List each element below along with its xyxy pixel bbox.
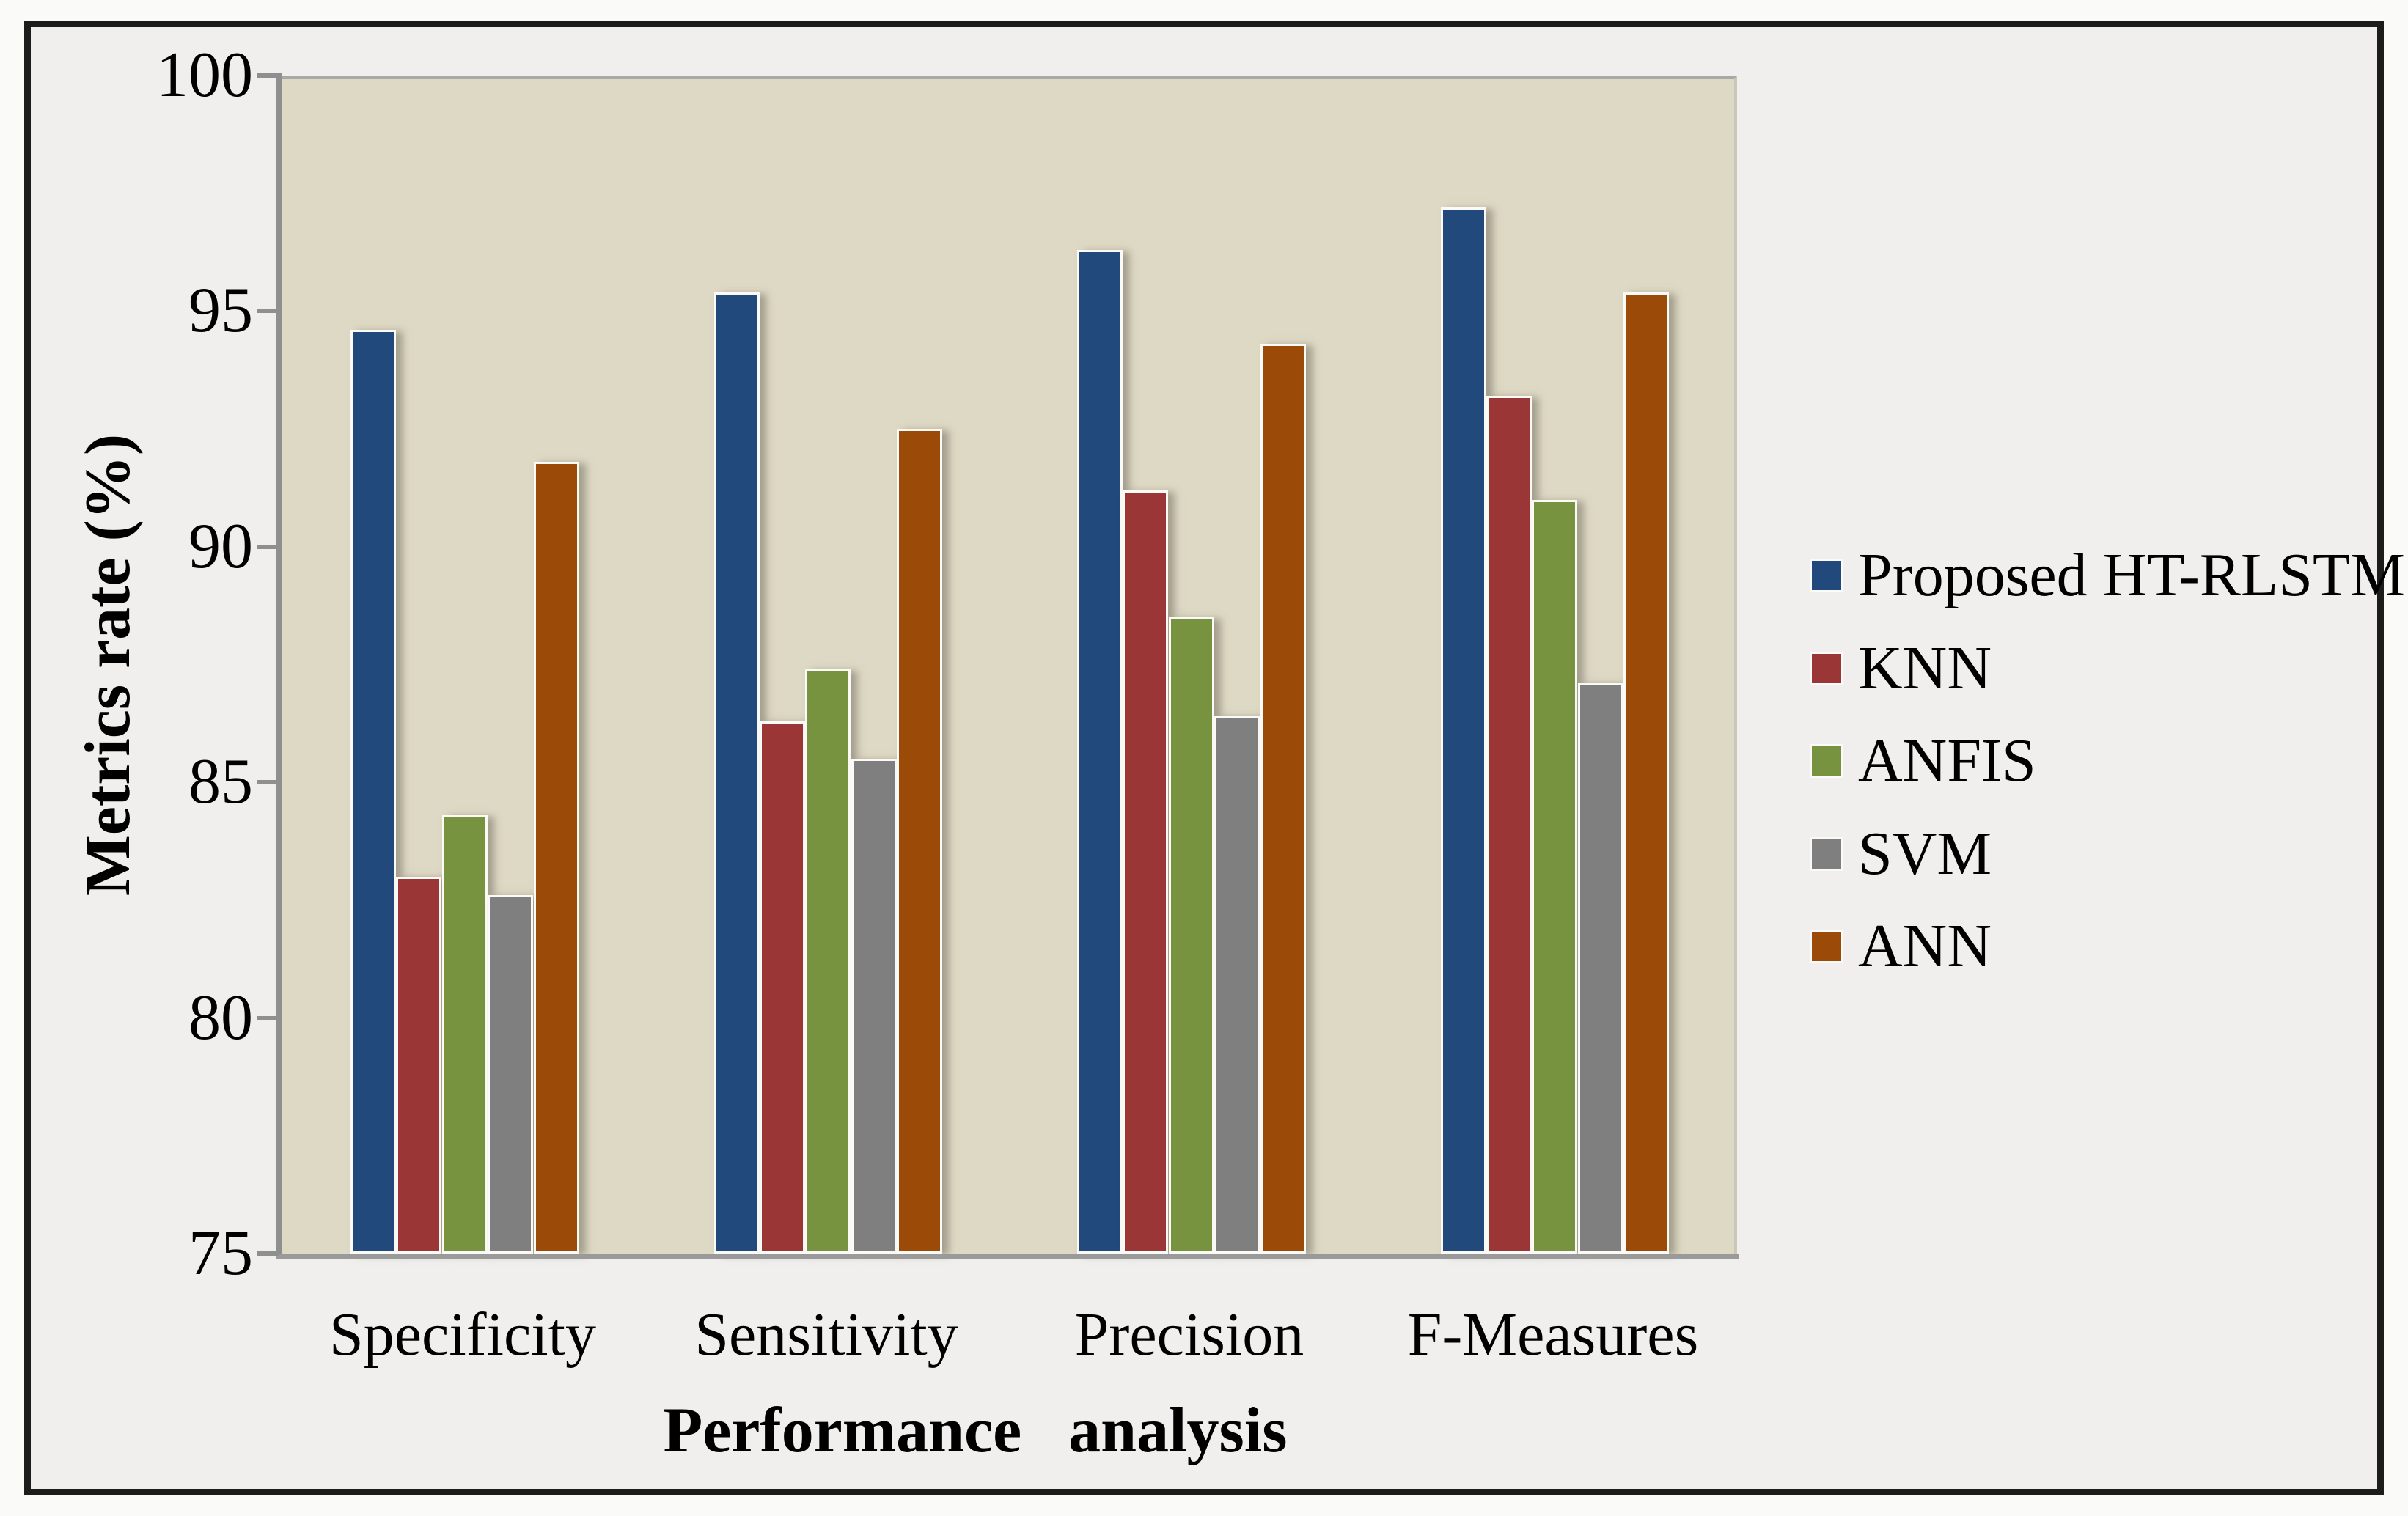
- bar-svm-sensitivity: [851, 759, 897, 1254]
- y-tick-mark-100: [257, 73, 279, 78]
- bar-svm-precision: [1214, 716, 1260, 1254]
- y-tick-mark-95: [257, 309, 279, 314]
- bar-ann-specificity: [534, 462, 579, 1254]
- bar-proposed-ht-rlstm-specificity: [350, 330, 396, 1254]
- bar-knn-f-measures: [1486, 396, 1532, 1254]
- legend-swatch-ann: [1810, 930, 1843, 963]
- bar-proposed-ht-rlstm-precision: [1077, 250, 1123, 1254]
- x-category-label-precision: Precision: [1074, 1300, 1304, 1369]
- bar-svm-specificity: [488, 895, 533, 1254]
- y-tick-label-90: 90: [188, 510, 253, 582]
- x-axis-title: Performance analysis: [663, 1395, 1288, 1466]
- bar-proposed-ht-rlstm-sensitivity: [714, 292, 760, 1254]
- legend-label-knn: KNN: [1858, 634, 1992, 702]
- bar-svm-f-measures: [1578, 683, 1623, 1254]
- bar-anfis-f-measures: [1532, 500, 1577, 1254]
- bar-anfis-precision: [1169, 617, 1214, 1254]
- legend-label-anfis: ANFIS: [1858, 726, 2036, 795]
- y-tick-label-85: 85: [188, 746, 253, 818]
- y-axis-title: Metrics rate (%): [73, 433, 144, 897]
- legend-swatch-anfis: [1810, 744, 1843, 778]
- x-category-label-sensitivity: Sensitivity: [694, 1300, 958, 1369]
- bar-knn-sensitivity: [760, 721, 805, 1254]
- legend-label-svm: SVM: [1858, 820, 1992, 888]
- legend-swatch-knn: [1810, 652, 1843, 685]
- y-tick-mark-90: [257, 544, 279, 549]
- legend-item-anfis: ANFIS: [1810, 721, 2036, 801]
- y-tick-mark-80: [257, 1015, 279, 1020]
- x-category-label-specificity: Specificity: [329, 1300, 596, 1369]
- bar-anfis-specificity: [442, 815, 488, 1254]
- legend-label-ann: ANN: [1858, 912, 1992, 980]
- legend-item-proposed-ht-rlstm: Proposed HT-RLSTM: [1810, 535, 2405, 616]
- y-tick-label-75: 75: [188, 1218, 253, 1289]
- legend-item-ann: ANN: [1810, 906, 1992, 987]
- legend-item-svm: SVM: [1810, 814, 1992, 894]
- bar-ann-precision: [1260, 344, 1306, 1254]
- y-tick-label-100: 100: [156, 40, 253, 111]
- y-tick-mark-85: [257, 780, 279, 785]
- legend-swatch-proposed-ht-rlstm: [1810, 559, 1843, 592]
- x-axis-line: [276, 1254, 1739, 1259]
- legend-label-proposed-ht-rlstm: Proposed HT-RLSTM: [1858, 541, 2405, 609]
- bar-ann-sensitivity: [897, 429, 942, 1254]
- x-category-label-f-measures: F-Measures: [1407, 1300, 1699, 1369]
- y-tick-mark-75: [257, 1251, 279, 1256]
- bar-knn-precision: [1123, 490, 1168, 1254]
- bar-proposed-ht-rlstm-f-measures: [1441, 207, 1486, 1254]
- legend-swatch-svm: [1810, 837, 1843, 871]
- bar-anfis-sensitivity: [805, 669, 851, 1254]
- bar-knn-specificity: [396, 877, 441, 1254]
- y-axis-line: [276, 73, 282, 1259]
- bar-ann-f-measures: [1623, 292, 1669, 1254]
- legend-item-knn: KNN: [1810, 628, 1992, 709]
- y-tick-label-95: 95: [188, 275, 253, 347]
- y-tick-label-80: 80: [188, 982, 253, 1053]
